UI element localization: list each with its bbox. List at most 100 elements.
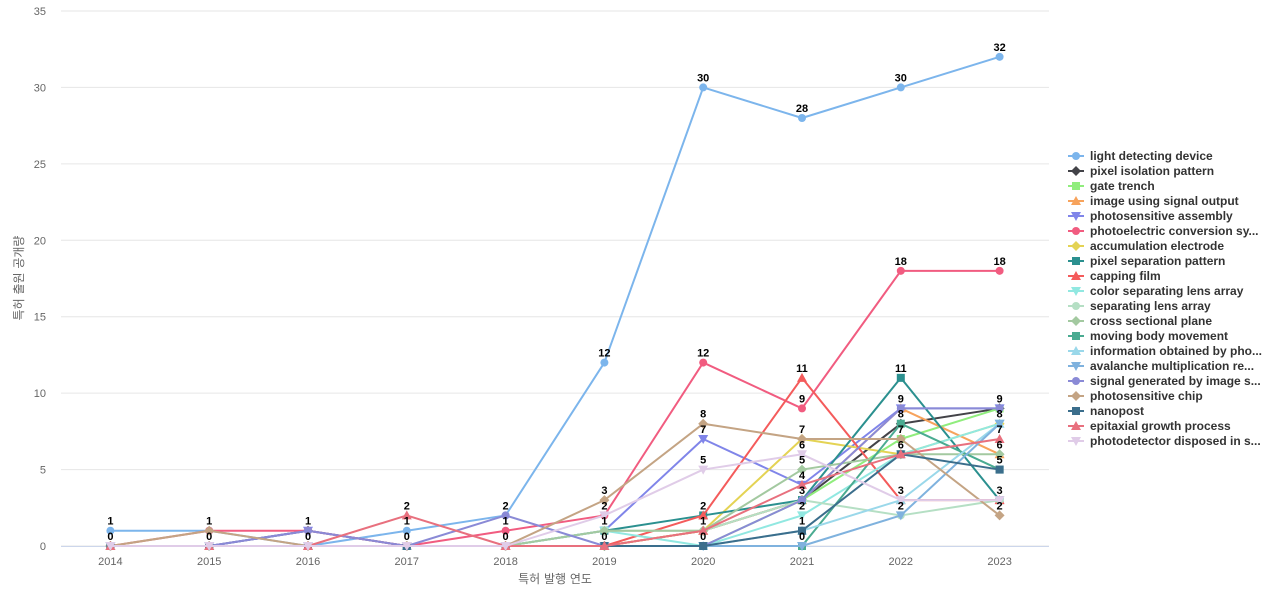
data-label: 7 <box>799 424 805 436</box>
data-point <box>797 479 807 489</box>
data-point <box>994 510 1005 521</box>
legend-item[interactable]: photosensitive assembly <box>1068 209 1233 223</box>
legend-label: gate trench <box>1090 179 1155 193</box>
legend-item[interactable]: gate trench <box>1068 179 1155 193</box>
legend-marker <box>1071 421 1081 430</box>
legend-marker <box>1072 302 1080 310</box>
legend-marker <box>1071 166 1081 176</box>
data-label: 30 <box>895 72 907 84</box>
data-label: 12 <box>598 348 610 360</box>
x-tick-label: 2021 <box>790 556 814 568</box>
data-label: 1 <box>799 516 805 528</box>
data-point <box>994 434 1005 443</box>
legend-label: photodetector disposed in s... <box>1090 434 1261 448</box>
x-tick-label: 2018 <box>493 556 517 568</box>
y-axis-ticks: 0 5 10 15 20 25 30 35 <box>34 6 46 553</box>
series-line <box>109 376 1001 547</box>
legend-item[interactable]: information obtained by pho... <box>1068 344 1262 358</box>
data-label: 0 <box>503 531 509 543</box>
x-tick-label: 2015 <box>197 556 221 568</box>
data-label: 12 <box>697 348 709 360</box>
data-point <box>798 496 806 505</box>
x-tick-label: 2022 <box>889 556 913 568</box>
data-point <box>599 525 610 536</box>
legend-item[interactable]: photosensitive chip <box>1068 389 1203 403</box>
legend-item[interactable]: capping film <box>1068 269 1161 283</box>
data-point <box>895 434 906 444</box>
x-axis-ticks: 2014 2015 2016 2017 2018 2019 2020 2021 2022 2023 <box>98 556 1012 568</box>
legend-item[interactable]: cross sectional plane <box>1068 314 1212 328</box>
data-label: 28 <box>796 103 808 115</box>
legend-item[interactable]: pixel isolation pattern <box>1068 164 1214 178</box>
legend-item[interactable]: signal generated by image s... <box>1068 374 1261 388</box>
data-label: 1 <box>503 516 509 528</box>
series-3 <box>105 403 1005 550</box>
legend-item[interactable]: pixel separation pattern <box>1068 254 1225 268</box>
data-label: 8 <box>898 409 904 421</box>
data-point <box>797 464 807 475</box>
legend-marker <box>1072 377 1080 385</box>
series-18 <box>105 434 1005 550</box>
data-point <box>797 542 807 551</box>
legend-item[interactable]: image using signal output <box>1068 194 1239 208</box>
data-label: 8 <box>700 409 706 421</box>
legend-label: light detecting device <box>1090 149 1213 163</box>
data-point <box>995 266 1004 275</box>
legend-item[interactable]: epitaxial growth process <box>1068 419 1231 433</box>
data-label: 3 <box>898 485 904 497</box>
data-label: 6 <box>997 439 1003 451</box>
data-point <box>699 358 708 367</box>
legend-item[interactable]: photodetector disposed in s... <box>1068 434 1261 448</box>
series-line <box>109 422 1001 547</box>
legend-marker <box>1072 227 1080 235</box>
legend-item[interactable]: separating lens array <box>1068 299 1211 313</box>
series-0 <box>106 52 1004 550</box>
grid-lines <box>61 10 1049 547</box>
data-point <box>895 449 906 459</box>
data-label: 32 <box>993 42 1005 54</box>
x-tick-label: 2020 <box>691 556 715 568</box>
data-point <box>797 372 807 382</box>
data-point <box>896 419 905 428</box>
data-point <box>402 526 411 535</box>
data-point <box>501 511 510 520</box>
data-label: 0 <box>107 531 113 543</box>
data-label: 7 <box>997 424 1003 436</box>
data-point <box>698 465 709 475</box>
y-tick-label: 15 <box>34 312 46 324</box>
legend-marker <box>1072 182 1080 190</box>
legend-marker <box>1072 407 1080 415</box>
x-tick-label: 2023 <box>987 556 1011 568</box>
legend-item[interactable]: nanopost <box>1068 404 1144 418</box>
data-point <box>994 419 1005 429</box>
series-15 <box>106 404 1004 550</box>
data-label: 7 <box>898 424 904 436</box>
legend-item[interactable]: moving body movement <box>1068 329 1228 343</box>
legend-item[interactable]: light detecting device <box>1068 149 1213 163</box>
data-label: 0 <box>700 531 706 543</box>
legend-label: pixel isolation pattern <box>1090 164 1214 178</box>
series-19 <box>105 450 1005 551</box>
data-label: 9 <box>997 393 1003 405</box>
series-line <box>109 269 1001 547</box>
data-label: 1 <box>601 516 607 528</box>
y-tick-label: 35 <box>34 6 46 18</box>
data-label: 0 <box>206 531 212 543</box>
legend-item[interactable]: photoelectric conversion sy... <box>1068 224 1259 238</box>
data-point <box>599 495 610 506</box>
y-tick-label: 5 <box>40 465 46 477</box>
data-label: 7 <box>700 424 706 436</box>
legend-item[interactable]: avalanche multiplication re... <box>1068 359 1254 373</box>
data-label: 2 <box>898 500 904 512</box>
data-point <box>798 404 806 413</box>
legend-marker <box>1071 437 1081 446</box>
legend-item[interactable]: accumulation electrode <box>1068 239 1224 253</box>
y-tick-label: 0 <box>40 541 46 553</box>
legend-label: signal generated by image s... <box>1090 374 1261 388</box>
legend-label: photoelectric conversion sy... <box>1090 224 1259 238</box>
legend-item[interactable]: color separating lens array <box>1068 284 1244 298</box>
data-point <box>896 404 905 413</box>
data-point <box>698 525 709 535</box>
